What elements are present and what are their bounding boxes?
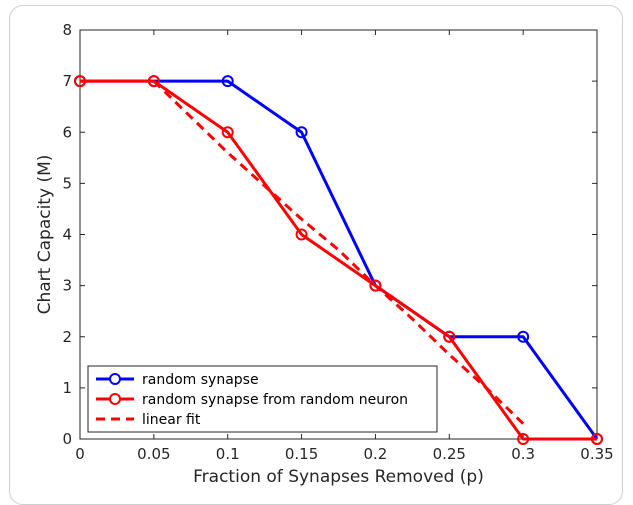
y-tick-label: 0 (62, 430, 72, 448)
legend-label: random synapse (142, 372, 259, 388)
data-point-random-synapse-from-random-neuron (591, 433, 603, 445)
y-tick-label: 3 (62, 277, 72, 295)
x-tick-label: 0.05 (137, 445, 170, 463)
y-tick-label: 7 (62, 72, 72, 90)
y-tick-label: 5 (62, 174, 72, 192)
legend-label: linear fit (142, 412, 201, 428)
data-point-random-synapse (295, 126, 308, 139)
data-point-random-synapse-from-random-neuron (74, 75, 86, 88)
y-tick-label: 6 (62, 123, 72, 141)
data-point-random-synapse (517, 330, 530, 343)
data-point-random-synapse-from-random-neuron (295, 228, 308, 241)
y-tick-label: 2 (62, 328, 72, 346)
legend-marker (109, 373, 121, 385)
data-point-random-synapse-from-random-neuron (443, 330, 456, 343)
data-point-random-synapse (221, 75, 234, 88)
y-tick-label: 8 (62, 21, 72, 39)
y-axis-title: Chart Capacity (M) (35, 155, 55, 315)
series-line-random-synapse (80, 79, 599, 440)
series-line-random-synapse-from-random-neuron (80, 79, 597, 441)
data-point-random-synapse-from-random-neuron (369, 279, 382, 292)
y-tick-label: 1 (62, 379, 72, 397)
y-axis: 0 1 2 3 4 5 6 7 8 (62, 21, 597, 448)
legend-box (87, 365, 438, 433)
x-axis: 0 0.05 0.1 0.15 0.2 0.25 0.3 0.35 (75, 30, 614, 463)
y-tick-label: 4 (62, 226, 72, 244)
data-point-random-synapse-from-random-neuron (221, 126, 234, 139)
legend: random synapse random synapse from random… (87, 365, 438, 433)
legend-entries: random synapse random synapse from random… (96, 372, 408, 428)
x-tick-label: 0.25 (433, 445, 466, 463)
x-tick-label: 0.15 (285, 445, 318, 463)
data-point-random-synapse-from-random-neuron (147, 75, 160, 88)
series-layer (74, 75, 603, 445)
legend-marker (109, 393, 121, 405)
x-tick-label: 0.35 (580, 445, 613, 463)
x-tick-label: 0.2 (363, 445, 387, 463)
x-tick-label: 0.3 (511, 445, 535, 463)
data-point-random-synapse-from-random-neuron (517, 433, 530, 445)
legend-label: random synapse from random neuron (142, 392, 408, 408)
x-axis-title: Fraction of Synapses Removed (p) (193, 467, 484, 487)
line-chart: 0 0.05 0.1 0.15 0.2 0.25 0.3 0.35 0 1 2 3 4 5 6 7 8 Fra… (35, 21, 614, 487)
x-tick-label: 0 (75, 445, 85, 463)
x-tick-label: 0.1 (216, 445, 240, 463)
